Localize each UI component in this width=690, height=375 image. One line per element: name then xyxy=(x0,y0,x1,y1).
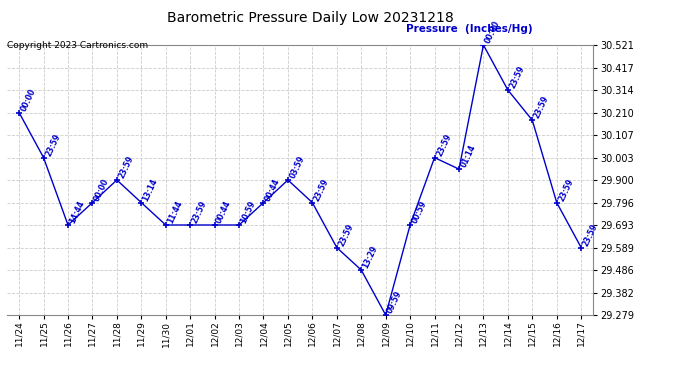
Text: 00:44: 00:44 xyxy=(264,177,282,203)
Text: 10:59: 10:59 xyxy=(239,200,257,225)
Text: 23:59: 23:59 xyxy=(435,132,453,158)
Text: 23:59: 23:59 xyxy=(117,154,135,180)
Text: 03:59: 03:59 xyxy=(288,154,306,180)
Text: 23:59: 23:59 xyxy=(581,222,600,248)
Text: 00:00: 00:00 xyxy=(19,87,37,112)
Text: 00:00: 00:00 xyxy=(484,20,502,45)
Text: Copyright 2023 Cartronics.com: Copyright 2023 Cartronics.com xyxy=(7,41,148,50)
Text: 09:59: 09:59 xyxy=(386,290,404,315)
Text: 00:44: 00:44 xyxy=(215,200,233,225)
Text: 00:00: 00:00 xyxy=(92,177,111,203)
Text: Barometric Pressure Daily Low 20231218: Barometric Pressure Daily Low 20231218 xyxy=(167,11,454,25)
Text: 00:59: 00:59 xyxy=(410,200,428,225)
Text: 01:14: 01:14 xyxy=(459,144,477,169)
Text: 13:14: 13:14 xyxy=(141,177,159,203)
Text: 23:59: 23:59 xyxy=(508,64,526,90)
Text: 14:44: 14:44 xyxy=(68,200,86,225)
Text: 13:29: 13:29 xyxy=(362,244,380,270)
Text: 23:59: 23:59 xyxy=(532,94,551,120)
Text: 23:59: 23:59 xyxy=(43,132,62,158)
Text: 23:59: 23:59 xyxy=(337,222,355,248)
Text: 23:59: 23:59 xyxy=(557,177,575,203)
Text: Pressure  (Inches/Hg): Pressure (Inches/Hg) xyxy=(406,24,533,34)
Text: 11:44: 11:44 xyxy=(166,200,184,225)
Text: 23:59: 23:59 xyxy=(190,200,208,225)
Text: 23:59: 23:59 xyxy=(313,177,331,203)
